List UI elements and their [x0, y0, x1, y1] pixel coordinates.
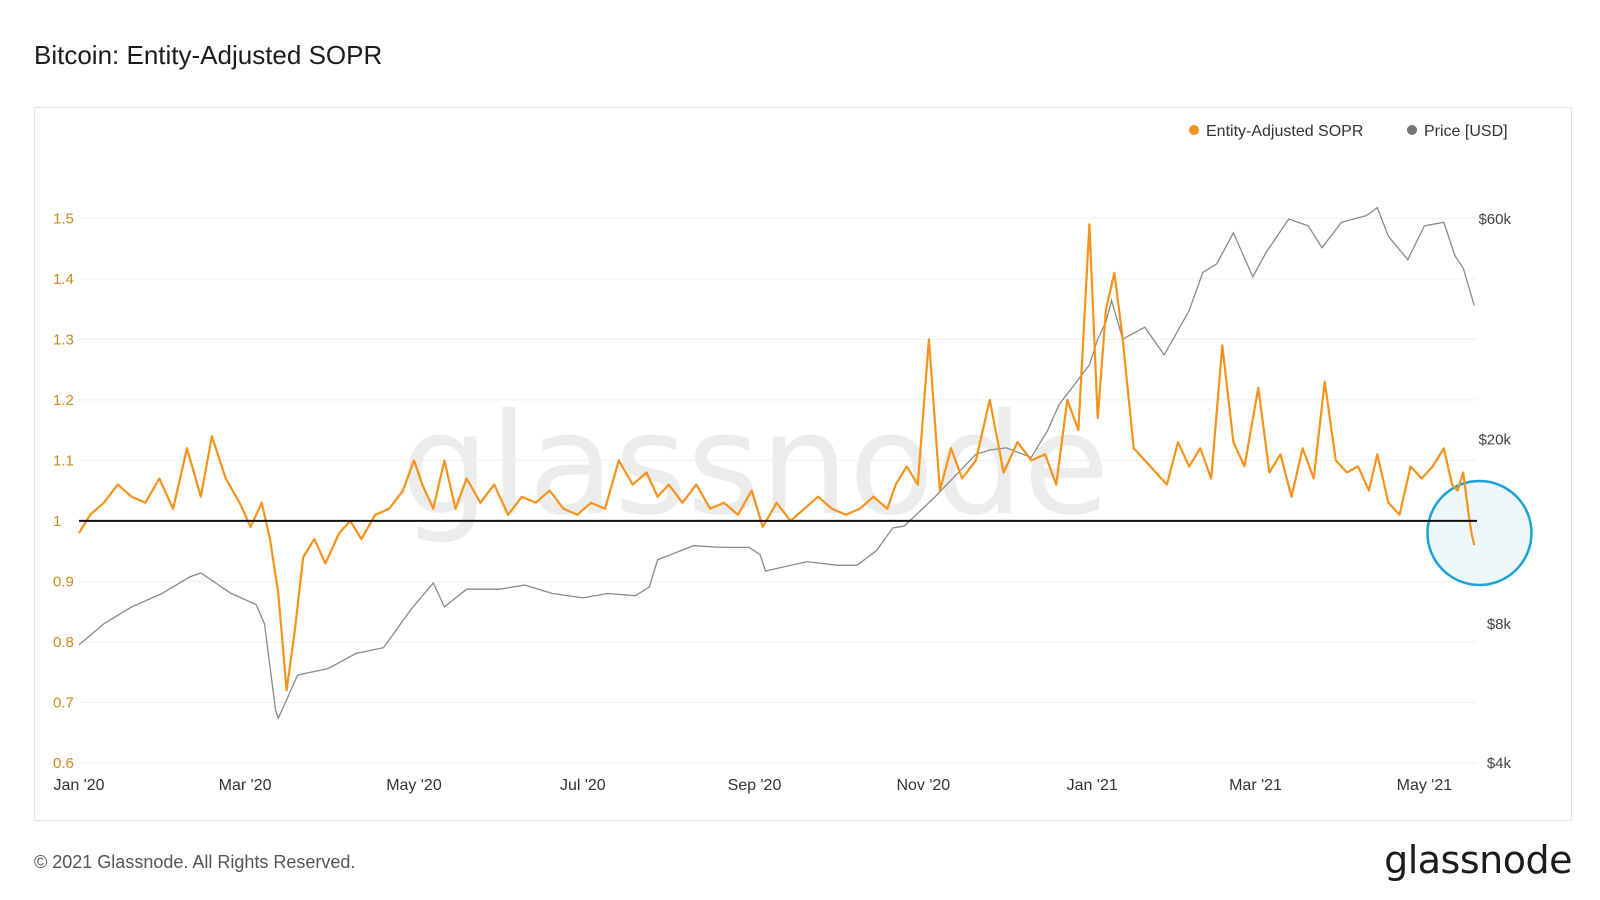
legend-dot-price	[1407, 125, 1417, 135]
series-sopr-line	[78, 223, 1476, 692]
x-axis: Jan '20 Mar '20 May '20 Jul '20 Sep '20 Nov '…	[53, 777, 1452, 794]
y-left-tick-label: 1.3	[53, 331, 74, 348]
x-tick-label: Sep '20	[728, 777, 782, 794]
y-left-tick-label: 0.8	[53, 634, 74, 651]
y-left-tick-label: 0.6	[53, 755, 74, 772]
glassnode-logo: glassnode	[1384, 838, 1572, 882]
y-left-tick-label: 1.5	[53, 210, 74, 227]
legend-label-price[interactable]: Price [USD]	[1424, 123, 1508, 140]
copyright-text: © 2021 Glassnode. All Rights Reserved.	[34, 852, 356, 872]
y-left-tick-label: 1	[53, 513, 61, 530]
y-axis-right: $4k $8k $20k $60k	[1478, 211, 1511, 772]
legend-dot-sopr	[1189, 125, 1199, 135]
y-right-tick-label: $60k	[1478, 211, 1511, 228]
legend: Entity-Adjusted SOPR Price [USD]	[1189, 123, 1508, 140]
y-left-tick-label: 0.7	[53, 694, 74, 711]
series-price-line	[78, 206, 1475, 720]
x-tick-label: Jan '21	[1067, 777, 1118, 794]
y-axis-left: 0.6 0.7 0.8 0.9 1 1.1 1.2 1.3 1.4 1.5	[53, 210, 74, 772]
y-right-tick-label: $4k	[1487, 755, 1512, 772]
legend-label-sopr[interactable]: Entity-Adjusted SOPR	[1206, 123, 1363, 140]
y-left-tick-label: 0.9	[53, 573, 74, 590]
y-right-tick-label: $20k	[1478, 432, 1511, 449]
x-tick-label: Jul '20	[560, 777, 606, 794]
grid	[79, 217, 1477, 764]
x-tick-label: Mar '20	[219, 777, 272, 794]
x-tick-label: Nov '20	[896, 777, 950, 794]
y-left-tick-label: 1.4	[53, 271, 74, 288]
chart-svg: glassnode 0.60.70.80.911.11.21.31.41.5 $…	[53, 123, 1533, 794]
page-title: Bitcoin: Entity-Adjusted SOPR	[34, 40, 383, 70]
x-tick-label: May '21	[1397, 777, 1453, 794]
x-tick-label: Jan '20	[53, 777, 104, 794]
x-tick-label: Mar '21	[1229, 777, 1282, 794]
y-left-tick-label: 1.2	[53, 392, 74, 409]
chart-frame: glassnode 0.6 0.7 0.8 0.9 1 1.1 1.2 1.3 1.4 1.5 $…	[34, 107, 1572, 821]
y-left-tick-label: 1.1	[53, 452, 74, 469]
x-tick-label: May '20	[386, 777, 442, 794]
highlight-circle	[1426, 479, 1533, 587]
y-right-tick-label: $8k	[1487, 616, 1512, 633]
